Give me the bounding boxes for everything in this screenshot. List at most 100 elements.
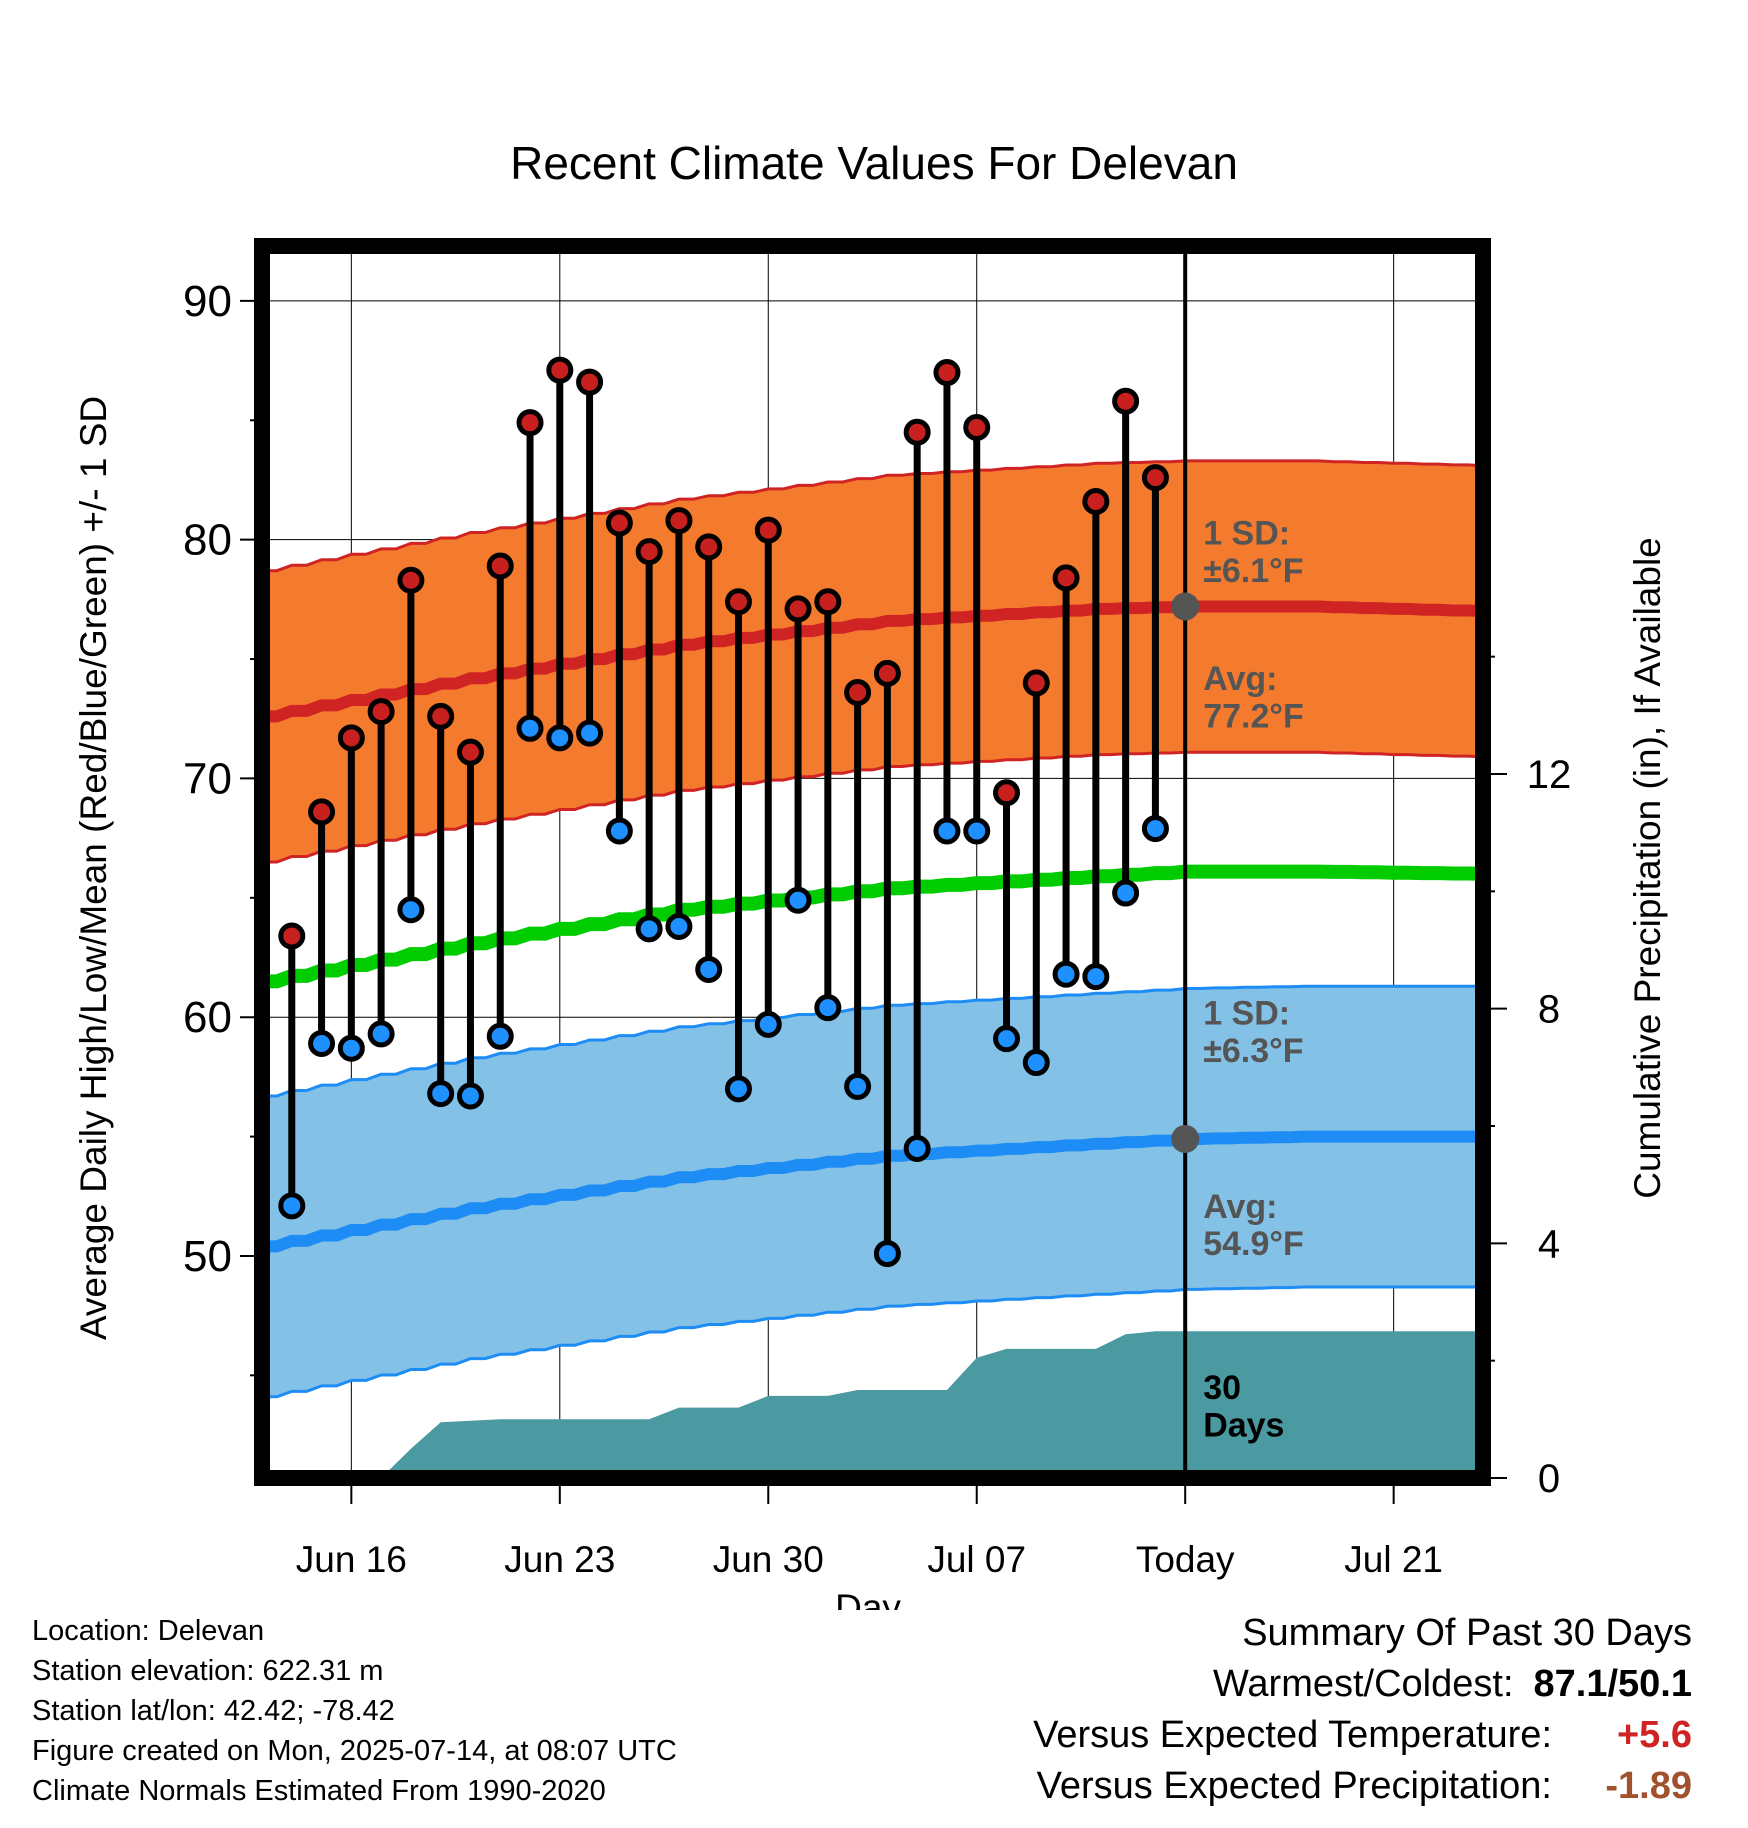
high-point (1052, 564, 1080, 592)
x-tick-label: Jul 07 (927, 1539, 1026, 1580)
today-layer (1171, 246, 1200, 1478)
y-axis-label: Average Daily High/Low/Mean (Red/Blue/Gr… (73, 396, 114, 1340)
x-axis-label: Day (835, 1587, 901, 1610)
warm-cold-label: Warmest/Coldest: (1212, 1663, 1514, 1705)
low-point (456, 1082, 484, 1110)
today-high-avg-marker (1171, 592, 1200, 621)
high-point (516, 409, 544, 437)
mean-avg-line (262, 864, 1483, 989)
high-point (665, 507, 693, 535)
x-tick-label: Jun 23 (504, 1539, 615, 1580)
high-point (993, 779, 1021, 807)
temp-value: +5.6 (1616, 1714, 1692, 1756)
normals-text: Climate Normals Estimated From 1990-2020 (32, 1775, 606, 1807)
low-point (1052, 960, 1080, 988)
low-point (576, 719, 604, 747)
low-point (516, 714, 544, 742)
low-point (784, 886, 812, 914)
temp-label: Versus Expected Temperature: (1033, 1714, 1552, 1756)
elevation-text: Station elevation: 622.31 m (32, 1655, 384, 1687)
y2-axis-label: Cumulative Precipitation (in), If Availa… (1627, 537, 1668, 1199)
low-point (814, 994, 842, 1022)
low-avg-line (262, 1130, 1483, 1253)
low-point (933, 817, 961, 845)
high-point (427, 702, 455, 730)
low-point (1022, 1049, 1050, 1077)
summary-warm-cold: Warmest/Coldest: 87.1/50.1 (1033, 1663, 1692, 1714)
precip-label: Versus Expected Precipitation: (1036, 1765, 1552, 1807)
low-point (635, 915, 663, 943)
high-point (576, 368, 604, 396)
normal-bands-layer (262, 459, 1483, 1399)
station-info: Location: Delevan Station elevation: 622… (32, 1614, 677, 1814)
observations-layer (278, 356, 1169, 1268)
high-point (278, 922, 306, 950)
high-point (635, 538, 663, 566)
low-point (486, 1022, 514, 1050)
precip-area-layer (381, 1331, 1483, 1478)
low-point (963, 817, 991, 845)
low-point (724, 1075, 752, 1103)
precip-value: -1.89 (1605, 1765, 1692, 1807)
climate-chart: Recent Climate Values For Delevan 1 SD: ±… (73, 137, 1668, 1610)
today-low-avg-marker (1171, 1124, 1200, 1153)
high-point (546, 356, 574, 384)
low-point (308, 1029, 336, 1057)
low-point (367, 1020, 395, 1048)
chart-title: Recent Climate Values For Delevan (510, 137, 1238, 189)
low-point (427, 1080, 455, 1108)
high-avg-line (262, 600, 1483, 723)
low-avg-annotation: Avg: 54.9°F (1203, 1188, 1304, 1263)
low-point (903, 1135, 931, 1163)
summary-title: Summary Of Past 30 Days (1242, 1612, 1692, 1654)
high-point (903, 418, 931, 446)
low-point (873, 1240, 901, 1268)
high-sd-lower-line (262, 750, 1483, 864)
low-sd-lower-line (262, 1285, 1483, 1399)
created-text: Figure created on Mon, 2025-07-14, at 08… (32, 1735, 677, 1767)
high-point (933, 359, 961, 387)
x-tick-label: Today (1136, 1539, 1235, 1580)
axes-layer: 50 60 70 80 90 0 4 8 12 Jun 16 Jun 23 Jun 30 Jul 07 T… (183, 238, 1572, 1580)
x-tick-label: Jun 16 (296, 1539, 407, 1580)
high-point (397, 566, 425, 594)
high-point (605, 509, 633, 537)
y2-tick-label: 4 (1538, 1222, 1560, 1266)
high-sd-upper-line (262, 459, 1483, 573)
high-point (963, 413, 991, 441)
low-sd-band (262, 986, 1483, 1397)
high-point (1141, 464, 1169, 492)
y-tick-label: 60 (183, 993, 232, 1042)
y-tick-label: 70 (183, 754, 232, 803)
high-point (337, 724, 365, 752)
high-point (486, 552, 514, 580)
y2-tick-label: 0 (1538, 1457, 1560, 1501)
high-point (695, 533, 723, 561)
high-point (1112, 387, 1140, 415)
low-point (665, 912, 693, 940)
low-point (1082, 963, 1110, 991)
high-point (724, 588, 752, 616)
low-point (1141, 815, 1169, 843)
high-point (367, 698, 395, 726)
y-tick-label: 50 (183, 1232, 232, 1281)
low-point (278, 1192, 306, 1220)
x-tick-label: Jun 30 (713, 1539, 824, 1580)
high-sd-annotation: 1 SD: ±6.1°F (1203, 514, 1303, 589)
low-sd-upper-line (262, 984, 1483, 1098)
high-point (844, 678, 872, 706)
location-text: Location: Delevan (32, 1615, 265, 1647)
x-tick-label: Jul 21 (1344, 1539, 1443, 1580)
summary-temp: Versus Expected Temperature: +5.6 (1033, 1714, 1692, 1765)
y-tick-label: 90 (183, 277, 232, 326)
warm-cold-value: 87.1/50.1 (1533, 1663, 1692, 1705)
low-point (397, 896, 425, 924)
y2-tick-label: 12 (1527, 753, 1572, 797)
low-point (1112, 879, 1140, 907)
high-point (754, 516, 782, 544)
plot-frame (254, 238, 1491, 1486)
low-sd-annotation: 1 SD: ±6.3°F (1203, 994, 1303, 1069)
low-point (605, 817, 633, 845)
low-point (754, 1010, 782, 1038)
latlon-text: Station lat/lon: 42.42; -78.42 (32, 1695, 395, 1727)
